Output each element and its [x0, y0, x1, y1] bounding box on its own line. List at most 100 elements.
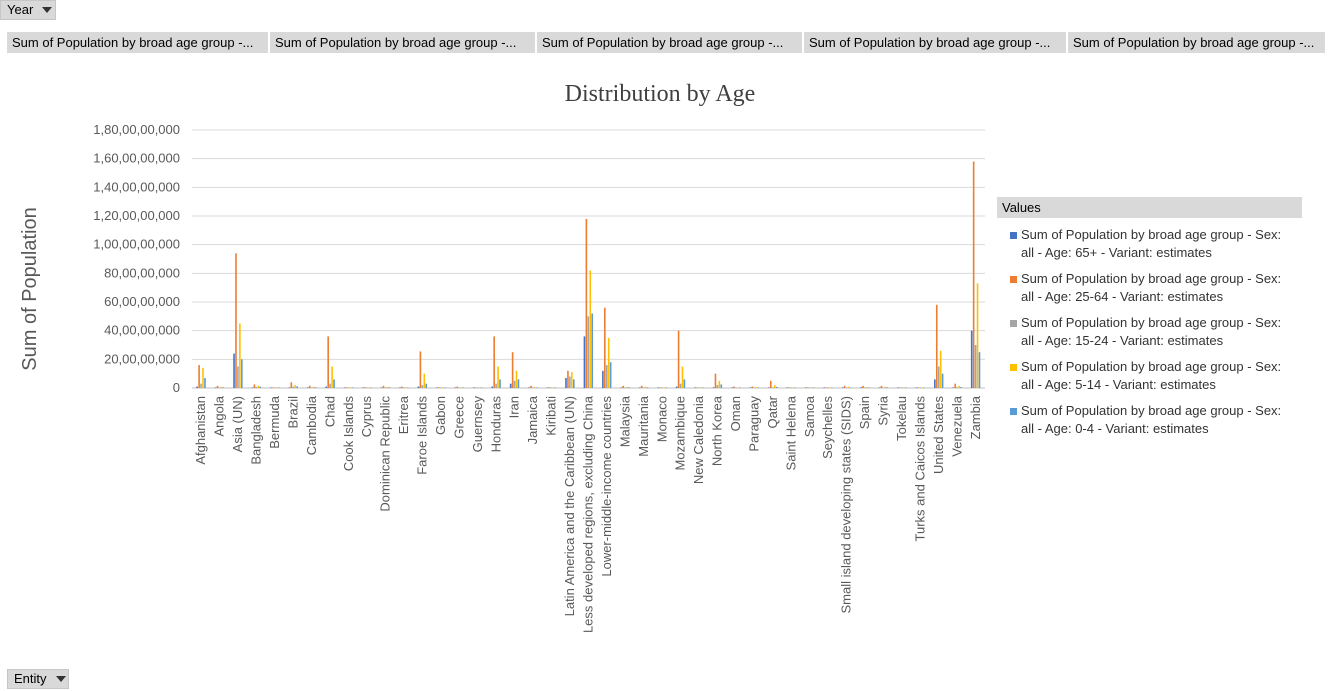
- bar-mark[interactable]: [899, 387, 901, 388]
- bar-mark[interactable]: [937, 366, 940, 389]
- bar-mark[interactable]: [771, 387, 774, 388]
- bar-mark[interactable]: [333, 379, 335, 388]
- bar-mark[interactable]: [214, 387, 217, 388]
- bar-mark[interactable]: [974, 345, 977, 388]
- bar-mark[interactable]: [546, 387, 549, 388]
- bar-mark[interactable]: [808, 387, 811, 388]
- bar-mark[interactable]: [495, 383, 497, 388]
- bar-mark[interactable]: [843, 385, 846, 388]
- bar-mark[interactable]: [663, 387, 665, 388]
- bar-mark[interactable]: [720, 384, 723, 388]
- bar-mark[interactable]: [530, 385, 532, 388]
- bar-mark[interactable]: [897, 387, 899, 388]
- bar-mark[interactable]: [812, 387, 815, 388]
- bar-mark[interactable]: [716, 385, 719, 388]
- bar-mark[interactable]: [200, 383, 202, 388]
- bar-mark[interactable]: [480, 387, 483, 388]
- bar-mark[interactable]: [325, 386, 328, 388]
- bar-mark[interactable]: [620, 387, 623, 388]
- bar-mark[interactable]: [810, 387, 813, 388]
- bar-mark[interactable]: [738, 387, 741, 388]
- bar-mark[interactable]: [786, 387, 789, 388]
- bar-mark[interactable]: [609, 362, 612, 388]
- bar-mark[interactable]: [849, 387, 852, 388]
- bar-mark[interactable]: [886, 387, 889, 388]
- bar-mark[interactable]: [405, 387, 407, 388]
- bar-mark[interactable]: [548, 387, 551, 388]
- bar-mark[interactable]: [327, 336, 329, 388]
- bar-mark[interactable]: [775, 386, 778, 388]
- bar-mark[interactable]: [591, 313, 594, 388]
- bar-mark[interactable]: [528, 387, 530, 388]
- bar-mark[interactable]: [904, 387, 907, 388]
- bar-mark[interactable]: [829, 387, 831, 388]
- bar-mark[interactable]: [370, 387, 372, 388]
- bar-mark[interactable]: [275, 387, 278, 388]
- bar-mark[interactable]: [884, 386, 887, 388]
- bar-mark[interactable]: [493, 336, 495, 388]
- bar-mark[interactable]: [399, 387, 401, 388]
- bar-mark[interactable]: [901, 387, 903, 388]
- bar-mark[interactable]: [534, 387, 536, 388]
- bar-mark[interactable]: [235, 253, 237, 388]
- year-filter-button[interactable]: Year: [0, 0, 56, 20]
- bar-mark[interactable]: [417, 386, 420, 388]
- bar-mark[interactable]: [768, 387, 770, 388]
- legend-item[interactable]: Sum of Population by broad age group - S…: [997, 402, 1301, 438]
- bar-mark[interactable]: [439, 387, 442, 388]
- bar-mark[interactable]: [677, 330, 680, 388]
- bar-mark[interactable]: [696, 387, 698, 388]
- bar-mark[interactable]: [571, 372, 573, 388]
- bar-mark[interactable]: [443, 387, 446, 388]
- value-field-button[interactable]: Sum of Population by broad age group -..…: [537, 32, 804, 53]
- bar-mark[interactable]: [436, 387, 438, 388]
- bar-mark[interactable]: [878, 387, 881, 388]
- bar-mark[interactable]: [511, 352, 514, 388]
- bar-mark[interactable]: [239, 323, 241, 389]
- bar-mark[interactable]: [958, 385, 960, 388]
- bar-mark[interactable]: [731, 387, 733, 388]
- bar-mark[interactable]: [349, 387, 352, 388]
- bar-mark[interactable]: [960, 387, 962, 388]
- bar-mark[interactable]: [532, 387, 534, 388]
- bar-mark[interactable]: [587, 316, 590, 388]
- bar-mark[interactable]: [384, 387, 387, 388]
- bar-mark[interactable]: [552, 387, 555, 388]
- bar-mark[interactable]: [638, 387, 641, 388]
- bar-mark[interactable]: [362, 387, 364, 388]
- bar-mark[interactable]: [917, 387, 920, 388]
- bar-mark[interactable]: [956, 387, 958, 388]
- bar-mark[interactable]: [683, 379, 686, 388]
- bar-mark[interactable]: [661, 387, 663, 388]
- bar-mark[interactable]: [345, 387, 348, 388]
- bar-mark[interactable]: [788, 387, 791, 388]
- bar-mark[interactable]: [388, 387, 391, 388]
- bar-mark[interactable]: [952, 387, 955, 388]
- bar-mark[interactable]: [939, 350, 942, 388]
- bar-mark[interactable]: [841, 387, 844, 388]
- bar-mark[interactable]: [421, 385, 424, 388]
- bar-mark[interactable]: [589, 270, 592, 388]
- bar-mark[interactable]: [755, 387, 758, 388]
- bar-mark[interactable]: [270, 387, 272, 388]
- bar-mark[interactable]: [554, 387, 557, 388]
- bar-mark[interactable]: [497, 366, 499, 389]
- bar-mark[interactable]: [478, 387, 481, 388]
- bar-mark[interactable]: [296, 386, 298, 388]
- bar-mark[interactable]: [380, 387, 383, 388]
- bar-mark[interactable]: [735, 387, 737, 388]
- bar-mark[interactable]: [407, 387, 409, 388]
- bar-mark[interactable]: [198, 365, 200, 388]
- bar-mark[interactable]: [364, 387, 366, 388]
- bar-mark[interactable]: [314, 387, 317, 388]
- bar-mark[interactable]: [665, 387, 667, 388]
- bar-mark[interactable]: [675, 386, 678, 388]
- bar-mark[interactable]: [351, 387, 354, 388]
- bar-mark[interactable]: [864, 387, 866, 388]
- bar-mark[interactable]: [646, 387, 649, 388]
- bar-mark[interactable]: [454, 387, 457, 388]
- bar-mark[interactable]: [403, 387, 405, 388]
- bar-mark[interactable]: [572, 379, 575, 388]
- bar-mark[interactable]: [233, 353, 235, 388]
- bar-mark[interactable]: [425, 383, 428, 388]
